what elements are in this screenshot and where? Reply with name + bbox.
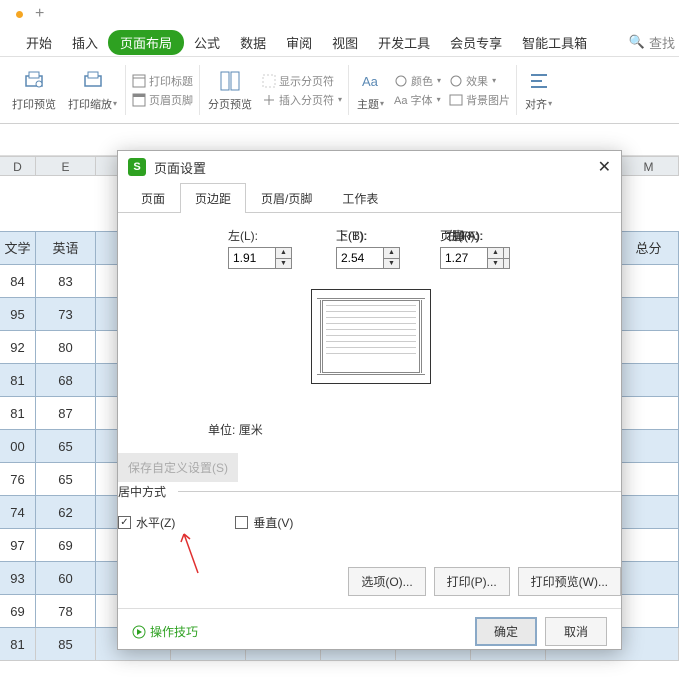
footer-spinner[interactable]: ▲▼	[440, 247, 504, 269]
app-logo-icon: S	[128, 158, 146, 176]
main-menu: 开始 插入 页面布局 公式 数据 审阅 视图 开发工具 会员专享 智能工具箱 🔍…	[0, 28, 679, 56]
print-button[interactable]: 打印(P)...	[434, 567, 510, 596]
modified-dot-icon	[16, 11, 23, 18]
chevron-down-icon: ▾	[113, 99, 117, 108]
menu-insert[interactable]: 插入	[62, 29, 108, 56]
footer-input[interactable]	[441, 248, 487, 268]
vertical-checkbox[interactable]: 垂直(V)	[235, 514, 293, 531]
tab-margins[interactable]: 页边距	[180, 183, 246, 213]
horizontal-checkbox[interactable]: ✓水平(Z)	[118, 514, 175, 531]
tab-header-footer[interactable]: 页眉/页脚	[246, 183, 327, 213]
svg-text:Aa: Aa	[362, 74, 379, 89]
title-header-stack: 打印标题 页眉页脚	[128, 57, 197, 123]
print-preview-icon	[23, 70, 45, 92]
dialog-title: 页面设置	[154, 158, 206, 177]
menu-smart[interactable]: 智能工具箱	[512, 29, 597, 56]
print-scale-icon	[82, 70, 104, 92]
page-setup-dialog: S 页面设置 ✕ 页面 页边距 页眉/页脚 工作表 上(T): ▲▼ 页眉(A)…	[117, 150, 622, 650]
col-m[interactable]: M	[619, 157, 679, 175]
search-icon: 🔍	[629, 34, 645, 50]
theme-button[interactable]: Aa 主题▾	[351, 57, 390, 123]
dialog-footer: 操作技巧 确定 取消	[118, 608, 621, 654]
cancel-button[interactable]: 取消	[545, 617, 607, 646]
title-icon	[132, 74, 146, 88]
menu-dev[interactable]: 开发工具	[368, 29, 440, 56]
left-input[interactable]	[229, 248, 275, 268]
tab-sheet[interactable]: 工作表	[327, 183, 393, 213]
tab-page[interactable]: 页面	[126, 183, 180, 213]
insert-break-icon	[262, 93, 276, 107]
bottom-spinner[interactable]: ▲▼	[336, 247, 400, 269]
color-button[interactable]: 颜色▾	[390, 72, 445, 90]
align-icon	[528, 70, 550, 92]
print-preview-button[interactable]: 打印预览	[6, 57, 62, 123]
play-icon	[132, 625, 146, 639]
ok-button[interactable]: 确定	[475, 617, 537, 646]
print-preview-button[interactable]: 打印预览(W)...	[518, 567, 621, 596]
col-e[interactable]: E	[36, 157, 96, 175]
menu-vip[interactable]: 会员专享	[440, 29, 512, 56]
dialog-titlebar: S 页面设置 ✕	[118, 151, 621, 183]
search-text: 查找	[649, 33, 675, 52]
col-d[interactable]: D	[0, 157, 36, 175]
print-preview-label: 打印预览	[12, 96, 56, 112]
show-page-break-button[interactable]: 显示分页符	[258, 72, 346, 90]
header-icon	[132, 93, 146, 107]
print-scale-label: 打印缩放	[68, 96, 112, 112]
image-icon	[449, 93, 463, 107]
page-break-icon	[219, 70, 241, 92]
options-button[interactable]: 选项(O)...	[348, 567, 425, 596]
page-break-label: 分页预览	[208, 96, 252, 112]
menu-view[interactable]: 视图	[322, 29, 368, 56]
search-box[interactable]: 🔍 查找	[629, 33, 679, 52]
font-button[interactable]: Aa 字体▾	[390, 91, 445, 109]
align-button[interactable]: 对齐▾	[519, 57, 558, 123]
effect-button[interactable]: 效果▾	[445, 72, 514, 90]
save-custom-button: 保存自定义设置(S)	[118, 453, 238, 482]
center-legend: 居中方式	[118, 483, 172, 500]
dialog-tabs: 页面 页边距 页眉/页脚 工作表	[118, 183, 621, 213]
margin-preview	[311, 289, 431, 384]
left-spinner[interactable]: ▲▼	[228, 247, 292, 269]
menu-data[interactable]: 数据	[230, 29, 276, 56]
ribbon: 打印预览 打印缩放▾ 打印标题 页眉页脚 分页预览 显示分页符 插入分页符▾ A…	[0, 56, 679, 124]
menu-start[interactable]: 开始	[16, 29, 62, 56]
bottom-input[interactable]	[337, 248, 383, 268]
footer-label: 页脚(F):	[440, 227, 504, 244]
new-tab-button[interactable]: +	[35, 5, 44, 23]
bottom-label: 下(B):	[336, 227, 400, 244]
checkbox-icon: ✓	[118, 516, 131, 529]
center-fieldset: 居中方式 ✓水平(Z) 垂直(V)	[118, 483, 621, 531]
page-break-preview-button[interactable]: 分页预览	[202, 57, 258, 123]
effect-icon	[449, 74, 463, 88]
print-scale-button[interactable]: 打印缩放▾	[62, 57, 123, 123]
theme-icon: Aa	[360, 70, 382, 92]
header-footer-button[interactable]: 页眉页脚	[128, 91, 197, 109]
checkbox-icon	[235, 516, 248, 529]
left-label: 左(L):	[228, 227, 292, 244]
menu-review[interactable]: 审阅	[276, 29, 322, 56]
bg-image-button[interactable]: 背景图片	[445, 91, 514, 109]
dialog-body: 上(T): ▲▼ 页眉(A): ▲▼ 左(L): ▲▼ 右(R): ▲▼ 下(B…	[118, 213, 621, 608]
tips-link[interactable]: 操作技巧	[132, 623, 198, 640]
menu-page-layout[interactable]: 页面布局	[108, 30, 184, 55]
print-title-button[interactable]: 打印标题	[128, 72, 197, 90]
window-tabbar: +	[0, 0, 679, 28]
show-break-icon	[262, 74, 276, 88]
menu-formula[interactable]: 公式	[184, 29, 230, 56]
close-button[interactable]: ✕	[598, 157, 611, 177]
color-icon	[394, 74, 408, 88]
insert-page-break-button[interactable]: 插入分页符▾	[258, 91, 346, 109]
unit-row: 单位: 厘米	[208, 421, 263, 438]
